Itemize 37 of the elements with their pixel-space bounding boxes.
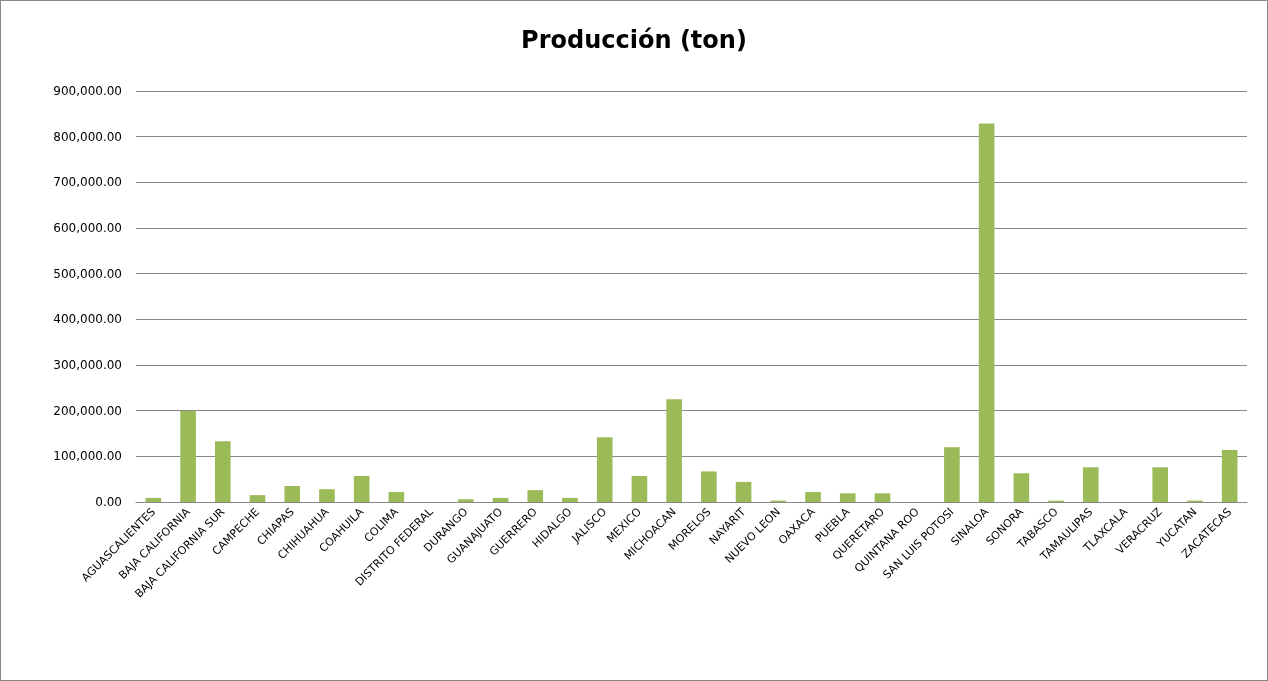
bar [944,447,960,502]
y-tick-label: 500,000.00 [53,266,122,281]
y-tick-label: 300,000.00 [53,358,122,372]
bar [874,493,891,502]
bar [666,399,682,502]
y-tick-label: 900,000.00 [53,84,122,98]
bar [735,481,752,502]
y-tick-label: 100,000.00 [53,449,122,464]
bar [1152,467,1169,502]
bar [145,497,162,502]
bar [839,493,856,502]
bar [458,499,474,502]
bar [701,471,717,502]
bar [527,490,544,502]
bar [492,497,509,502]
bar [180,411,196,502]
bar [596,437,613,502]
bar [1082,467,1099,502]
bar [319,489,335,502]
bar [353,475,370,502]
bar [388,491,405,502]
bar [1013,473,1030,502]
y-tick-label: 400,000.00 [53,312,122,327]
bar [284,486,301,502]
bar [978,123,995,502]
y-tick-label: 600,000.00 [53,221,122,235]
bar [631,475,648,502]
y-tick-label: 0.00 [95,495,122,509]
y-tick-label: 700,000.00 [53,175,122,190]
chart-title: Producción (ton) [521,26,747,54]
bar [214,441,231,502]
bar [249,495,266,502]
bar [805,491,821,502]
bar [1221,449,1238,502]
y-tick-label: 800,000.00 [53,129,122,144]
bar [562,497,578,502]
y-tick-label: 200,000.00 [53,403,122,418]
